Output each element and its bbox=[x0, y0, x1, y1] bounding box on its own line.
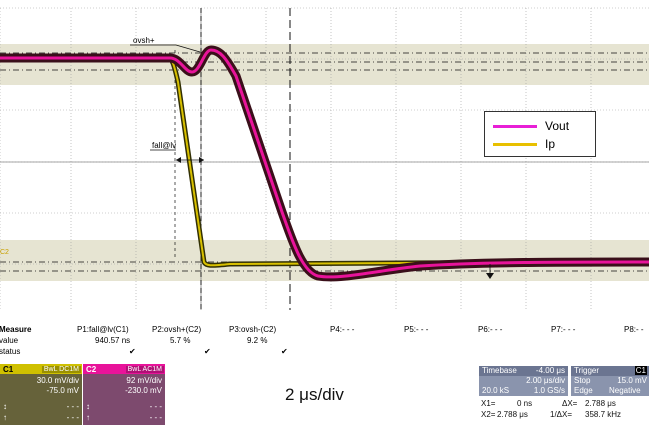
measure-param-name: P8:- - bbox=[624, 325, 644, 334]
measure-param-status: ✔ bbox=[281, 347, 288, 356]
trigger-level: 15.0 mV bbox=[617, 376, 647, 385]
c2-ground-marker: C2 bbox=[0, 249, 9, 256]
timebase-title: Timebase bbox=[482, 366, 517, 375]
timebase-panel[interactable]: Timebase -4.00 μs 2.00 μs/div 20.0 kS 1.… bbox=[479, 366, 568, 396]
c2-header: C2 BwL AC1M bbox=[83, 364, 165, 374]
c1-coupling: BwL DC1M bbox=[41, 365, 81, 373]
scope-display[interactable]: ovsh+ fall@lv C2 bbox=[0, 0, 649, 310]
c2-scale: 92 mV/div bbox=[126, 376, 162, 385]
measure-param-value: 940.57 ns bbox=[95, 336, 131, 345]
measure-param-status: ✔ bbox=[129, 347, 136, 356]
trigger-title: Trigger bbox=[574, 366, 600, 375]
measure-param-value: 9.2 % bbox=[247, 336, 268, 345]
legend-label-ip: Ip bbox=[545, 137, 556, 151]
c1-arrow-up-icon: ↑ bbox=[3, 413, 7, 422]
measure-param-name: P7:- - - bbox=[551, 325, 576, 334]
reference-bands bbox=[0, 44, 649, 281]
cursor-x1-label: X1= bbox=[481, 399, 496, 408]
c1-arrow-icon: ↕ bbox=[3, 402, 7, 411]
c1-tag: C1 bbox=[3, 364, 14, 374]
measure-param-value: 5.7 % bbox=[170, 336, 191, 345]
vout-trace-highlight bbox=[0, 48, 649, 279]
cursor-x1-value: 0 ns bbox=[517, 399, 533, 408]
measure-table[interactable]: Measure value status P1:fall@lv(C1) 940.5… bbox=[0, 325, 649, 365]
measure-status-label: status bbox=[0, 347, 21, 356]
cursor-x2-label: X2= bbox=[481, 410, 496, 419]
top-band bbox=[0, 44, 649, 85]
c2-tag: C2 bbox=[86, 364, 97, 374]
legend-item-ip: Ip bbox=[493, 136, 555, 152]
measure-header: Measure bbox=[0, 325, 32, 334]
fall-arrow-right bbox=[199, 157, 204, 163]
fall-label: fall@lv bbox=[152, 141, 176, 150]
c1-scale: 30.0 mV/div bbox=[36, 376, 79, 385]
c2-readout-1: - - - bbox=[149, 402, 162, 411]
c2-offset: -230.0 mV bbox=[125, 386, 162, 395]
measure-value-label: value bbox=[0, 336, 19, 345]
timebase-per-div: 2.00 μs/div bbox=[526, 376, 565, 385]
trigger-panel[interactable]: Trigger C1 Stop 15.0 mV Edge Negative bbox=[571, 366, 649, 396]
ip-swatch bbox=[493, 142, 537, 146]
legend: Vout Ip bbox=[484, 111, 596, 157]
cursor-inv-value: 358.7 kHz bbox=[585, 410, 622, 419]
timebase-rate: 1.0 GS/s bbox=[533, 386, 565, 395]
cursor-dx-value: 2.788 μs bbox=[585, 399, 616, 408]
c1-body: 30.0 mV/div -75.0 mV ↕ - - - ↑ - - - bbox=[0, 374, 82, 425]
legend-label-vout: Vout bbox=[545, 119, 570, 133]
c1-offset: -75.0 mV bbox=[46, 386, 79, 395]
c2-readout-2: - - - bbox=[149, 413, 162, 422]
trigger-source: C1 bbox=[634, 366, 647, 375]
trigger-mode: Stop bbox=[574, 376, 591, 385]
c1-header: C1 BwL DC1M bbox=[0, 364, 82, 374]
measure-param-name: P6:- - - bbox=[478, 325, 503, 334]
measure-param-name: P4:- - - bbox=[330, 325, 355, 334]
channel-c2-descriptor[interactable]: C2 BwL AC1M 92 mV/div -230.0 mV ↕ - - - … bbox=[83, 364, 165, 425]
trigger-slope: Negative bbox=[609, 386, 641, 395]
trigger-type: Edge bbox=[574, 386, 593, 395]
measure-param-name: P3:ovsh-(C2) bbox=[229, 325, 277, 334]
measure-param-name: P2:ovsh+(C2) bbox=[152, 325, 202, 334]
legend-item-vout: Vout bbox=[493, 118, 569, 134]
cursor-inv-label: 1/ΔX= bbox=[550, 410, 573, 419]
c2-coupling: BwL AC1M bbox=[125, 365, 164, 373]
cursor-dx-label: ΔX= bbox=[562, 399, 578, 408]
vout-swatch bbox=[493, 124, 537, 128]
c2-arrow-up-icon: ↑ bbox=[86, 413, 90, 422]
ovsh-minus-marker bbox=[486, 273, 494, 279]
c2-body: 92 mV/div -230.0 mV ↕ - - - ↑ - - - bbox=[83, 374, 165, 425]
cursor-x2-value: 2.788 μs bbox=[497, 410, 528, 419]
c1-readout-1: - - - bbox=[66, 402, 79, 411]
ovsh-label: ovsh+ bbox=[133, 36, 155, 45]
c1-readout-2: - - - bbox=[66, 413, 79, 422]
timebase-delay: -4.00 μs bbox=[535, 366, 565, 375]
measure-param-name: P5:- - - bbox=[404, 325, 429, 334]
measure-param-name: P1:fall@lv(C1) bbox=[77, 325, 129, 334]
ovsh-leader bbox=[175, 44, 201, 53]
measure-param-status: ✔ bbox=[204, 347, 211, 356]
timebase-samples: 20.0 kS bbox=[482, 386, 510, 395]
time-per-division: 2 μs/div bbox=[285, 385, 344, 404]
channel-c1-descriptor[interactable]: C1 BwL DC1M 30.0 mV/div -75.0 mV ↕ - - -… bbox=[0, 364, 82, 425]
fall-arrow-left bbox=[176, 157, 181, 163]
measurement-annotations bbox=[130, 44, 494, 279]
c2-arrow-icon: ↕ bbox=[86, 402, 90, 411]
